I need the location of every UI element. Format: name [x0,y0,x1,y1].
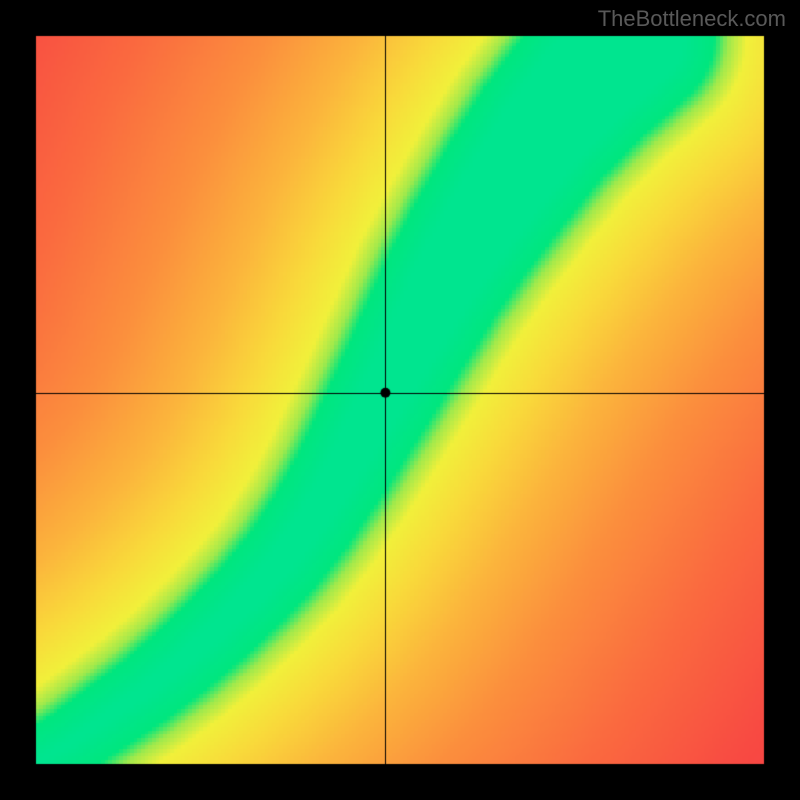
bottleneck-heatmap [0,0,800,800]
watermark-text: TheBottleneck.com [598,6,786,32]
